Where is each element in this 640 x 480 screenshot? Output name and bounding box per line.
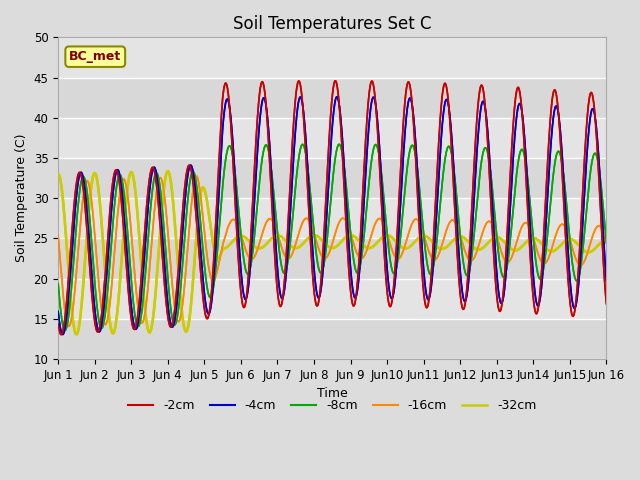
Title: Soil Temperatures Set C: Soil Temperatures Set C [233, 15, 431, 33]
Bar [58, 239, 607, 278]
-16cm [65, 324, 73, 329]
-4cm [54, 308, 62, 314]
Bar [58, 319, 607, 359]
-16cm [241, 244, 248, 250]
Line: -2cm: -2cm [58, 81, 607, 335]
Bar [58, 78, 607, 118]
Line: -4cm: -4cm [58, 97, 607, 335]
-16cm [193, 173, 200, 179]
-2cm [241, 304, 248, 310]
-16cm [54, 233, 62, 239]
-16cm [470, 254, 478, 260]
-8cm [241, 262, 248, 267]
-16cm [573, 258, 580, 264]
-32cm [470, 245, 478, 251]
-32cm [455, 234, 463, 240]
-2cm [470, 155, 478, 160]
-4cm [241, 295, 248, 301]
-8cm [455, 220, 463, 226]
Bar [58, 37, 607, 78]
Line: -32cm: -32cm [58, 171, 607, 334]
-2cm [455, 278, 463, 284]
-2cm [54, 321, 62, 327]
-4cm [470, 188, 478, 194]
-8cm [335, 142, 343, 147]
X-axis label: Time: Time [317, 387, 348, 400]
-16cm [455, 228, 463, 234]
Legend: -2cm, -4cm, -8cm, -16cm, -32cm: -2cm, -4cm, -8cm, -16cm, -32cm [123, 394, 541, 417]
-2cm [314, 302, 321, 308]
-32cm [314, 234, 322, 240]
Bar [58, 278, 607, 319]
-32cm [603, 237, 611, 243]
-8cm [573, 278, 580, 284]
-4cm [573, 298, 580, 304]
-16cm [603, 238, 611, 244]
-2cm [603, 301, 611, 307]
-4cm [455, 253, 463, 259]
-8cm [580, 240, 588, 245]
Bar [58, 158, 607, 198]
-8cm [314, 261, 321, 266]
-2cm [332, 78, 339, 84]
-32cm [573, 240, 580, 246]
-32cm [72, 331, 80, 337]
-32cm [580, 247, 588, 253]
-32cm [164, 168, 172, 174]
-2cm [580, 174, 588, 180]
Bar [58, 118, 607, 158]
-16cm [314, 243, 322, 249]
-32cm [54, 171, 62, 177]
-2cm [573, 290, 580, 296]
-8cm [470, 227, 478, 233]
Line: -16cm: -16cm [58, 176, 607, 326]
-8cm [54, 281, 62, 287]
Text: BC_met: BC_met [69, 50, 122, 63]
Y-axis label: Soil Temperature (C): Soil Temperature (C) [15, 134, 28, 263]
Bar [58, 198, 607, 239]
Line: -8cm: -8cm [58, 144, 607, 330]
-8cm [603, 240, 611, 246]
-4cm [59, 332, 67, 337]
-4cm [603, 278, 611, 284]
-2cm [58, 332, 65, 337]
-16cm [580, 260, 588, 266]
-4cm [580, 207, 588, 213]
-4cm [314, 294, 321, 300]
-4cm [333, 94, 340, 100]
-8cm [61, 327, 69, 333]
-32cm [241, 234, 248, 240]
